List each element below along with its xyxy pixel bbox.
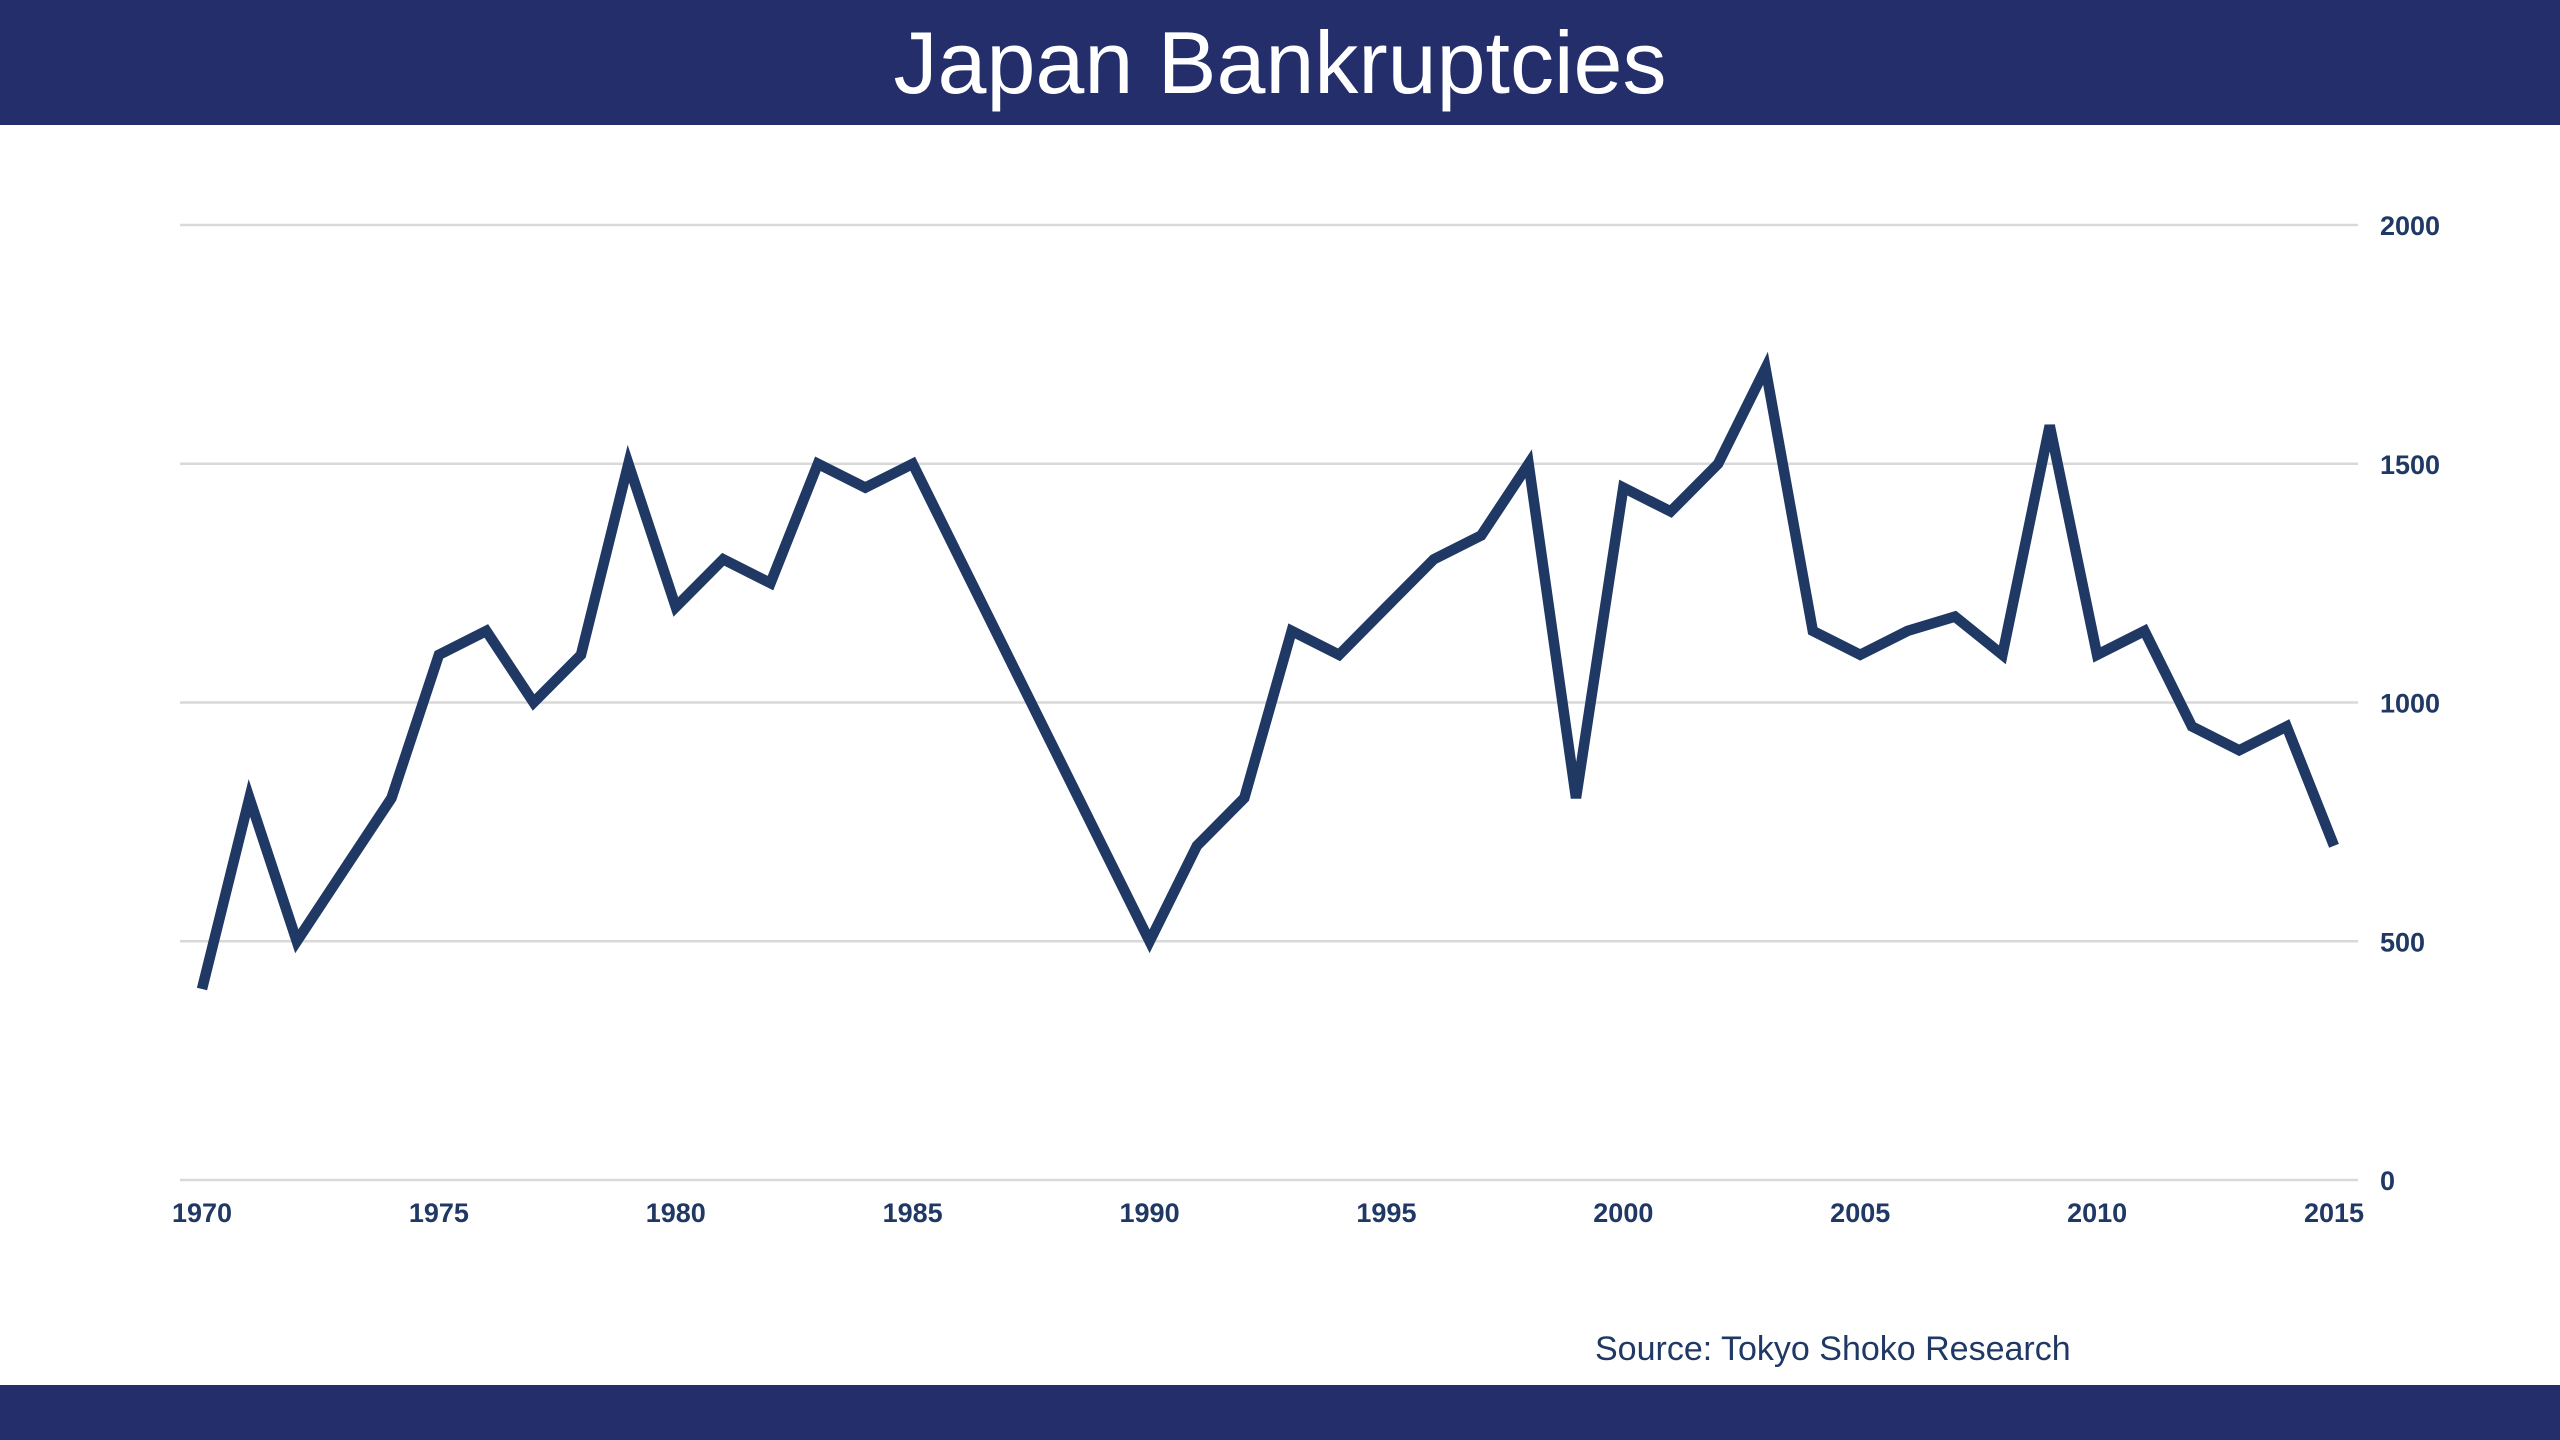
y-axis-tick-label: 0: [2380, 1166, 2395, 1196]
x-axis-tick-label: 1985: [883, 1198, 943, 1228]
x-axis-tick-label: 2015: [2304, 1198, 2364, 1228]
footer-bar: [0, 1385, 2560, 1440]
y-axis-tick-label: 1500: [2380, 450, 2440, 480]
x-axis-tick-label: 2005: [1830, 1198, 1890, 1228]
source-note: Source: Tokyo Shoko Research: [1595, 1330, 2071, 1368]
x-axis-tick-label: 2010: [2067, 1198, 2127, 1228]
x-axis-tick-label: 1995: [1356, 1198, 1416, 1228]
data-line: [196, 351, 2339, 991]
x-axis-tick-label: 1970: [172, 1198, 232, 1228]
header-bar: Japan Bankruptcies: [0, 0, 2560, 125]
x-axis-tick-label: 1980: [646, 1198, 706, 1228]
y-axis-tick-label: 500: [2380, 927, 2425, 957]
x-axis-tick-label: 1990: [1120, 1198, 1180, 1228]
x-axis-tick-label: 1975: [409, 1198, 469, 1228]
y-axis-tick-label: 1000: [2380, 689, 2440, 719]
y-axis-tick-label: 2000: [2380, 211, 2440, 241]
line-chart: 0 500 1000 1500 2000 1970 1975 1980 1985 1990 1995…: [172, 211, 2440, 1228]
x-axis-tick-label: 2000: [1593, 1198, 1653, 1228]
page-title: Japan Bankruptcies: [893, 12, 1667, 112]
